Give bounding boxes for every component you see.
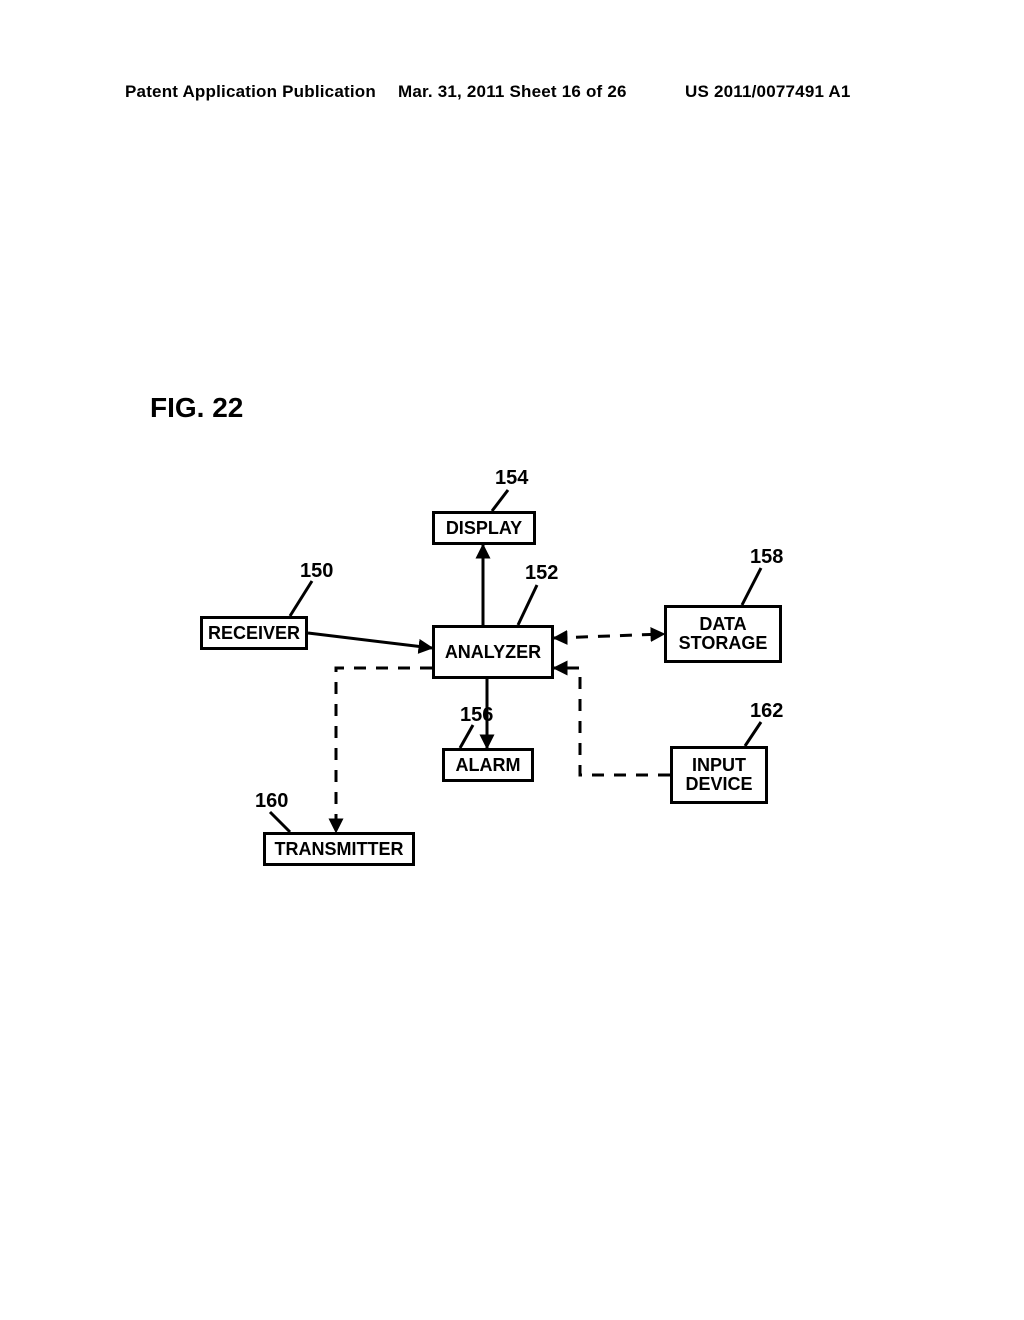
ref-alarm: 156 bbox=[460, 704, 493, 727]
ref-analyzer: 152 bbox=[525, 562, 558, 585]
ref-transmitter: 160 bbox=[255, 790, 288, 813]
node-data-store: DATASTORAGE bbox=[664, 605, 782, 663]
leader-input-dev bbox=[745, 722, 761, 746]
leader-transmitter bbox=[270, 812, 290, 832]
leader-alarm bbox=[460, 725, 473, 748]
node-alarm: ALARM bbox=[442, 748, 534, 782]
leader-receiver bbox=[290, 581, 312, 616]
ref-receiver: 150 bbox=[300, 560, 333, 583]
edge-receiver-to-analyzer bbox=[308, 633, 432, 648]
ref-input-dev: 162 bbox=[750, 700, 783, 723]
node-transmitter: TRANSMITTER bbox=[263, 832, 415, 866]
edge-analyzer-to-transmitter bbox=[336, 668, 432, 832]
leader-analyzer bbox=[518, 585, 537, 625]
block-diagram: RECEIVER 150 ANALYZER 152 DISPLAY 154 ALARM 156… bbox=[0, 0, 1024, 1320]
page: Patent Application Publication Mar. 31, … bbox=[0, 0, 1024, 1320]
node-analyzer: ANALYZER bbox=[432, 625, 554, 679]
ref-data-store: 158 bbox=[750, 546, 783, 569]
edge-analyzer-to-datastore bbox=[554, 634, 664, 638]
node-display: DISPLAY bbox=[432, 511, 536, 545]
node-receiver: RECEIVER bbox=[200, 616, 308, 650]
ref-display: 154 bbox=[495, 467, 528, 490]
leader-data-store bbox=[742, 568, 761, 605]
leader-display bbox=[492, 490, 508, 511]
edge-inputdev-to-analyzer bbox=[554, 668, 670, 775]
node-input-dev: INPUTDEVICE bbox=[670, 746, 768, 804]
